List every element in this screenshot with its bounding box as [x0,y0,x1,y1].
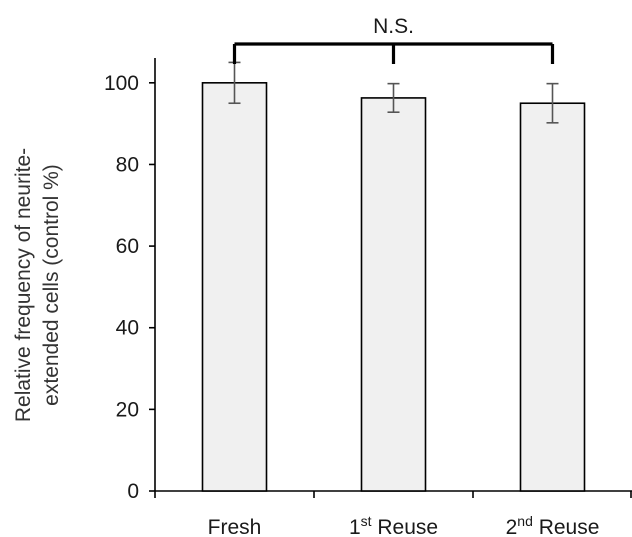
x-tick-label: 1st Reuse [349,513,438,537]
x-tick-labels: Fresh 1st Reuse 2nd Reuse [208,513,600,537]
error-bar [387,82,400,114]
y-tick-label: 40 [116,317,139,340]
significance-label: N.S. [373,15,414,38]
y-tick-label: 0 [127,480,139,503]
bar [519,102,586,492]
bar [201,82,268,492]
bar [360,97,427,492]
significance-bracket: N.S. [232,15,555,64]
y-ticks: 0 20 40 60 80 100 [104,72,155,503]
bars [201,82,586,492]
y-tick-label: 20 [116,398,139,421]
x-tick-label: Fresh [208,516,262,537]
y-tick-label: 100 [104,72,139,95]
error-bar [546,82,559,124]
x-tick-label: 2nd Reuse [506,513,600,537]
y-tick-label: 60 [116,235,139,258]
error-bars [228,61,559,124]
y-tick-label: 80 [116,153,139,176]
y-axis-title-line-2: extended cells (control %) [40,164,63,406]
y-axis-title: Relative frequency of neurite- extended … [12,148,63,422]
y-axis-title-line-1: Relative frequency of neurite- [12,148,35,422]
